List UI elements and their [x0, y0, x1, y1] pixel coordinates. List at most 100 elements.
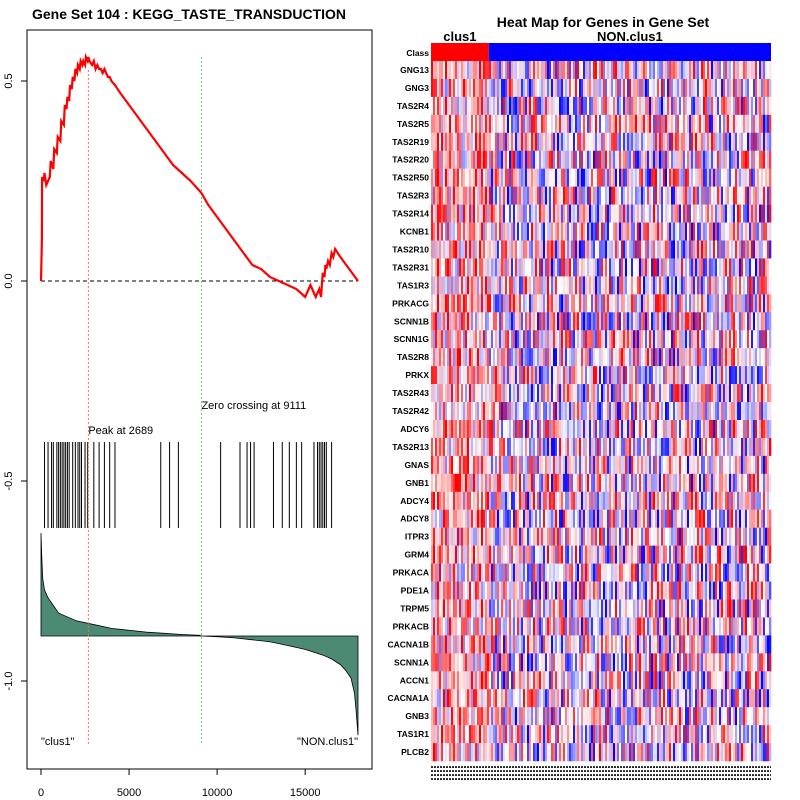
heatmap-cell	[675, 240, 678, 259]
heatmap-cell	[565, 312, 568, 331]
heatmap-cell	[459, 61, 462, 80]
heatmap-cell	[465, 312, 468, 331]
heatmap-cell	[451, 545, 454, 564]
heatmap-cell	[647, 258, 650, 277]
heatmap-cell	[455, 402, 458, 421]
heatmap-cell	[733, 240, 736, 259]
heatmap-cell	[575, 294, 578, 313]
heatmap-cell	[609, 186, 612, 205]
heatmap-cell	[517, 402, 520, 421]
heatmap-cell	[465, 61, 468, 80]
heatmap-cell	[637, 348, 640, 367]
heatmap-cell	[641, 294, 644, 313]
heatmap-cell	[529, 61, 532, 80]
heatmap-cell	[551, 330, 554, 349]
heatmap-cell	[603, 168, 606, 187]
heatmap-cell	[687, 509, 690, 528]
heatmap-cell	[511, 402, 514, 421]
heatmap-cell	[595, 276, 598, 295]
heatmap-cell	[719, 150, 722, 169]
heatmap-cell	[653, 437, 656, 457]
heatmap-cell	[699, 455, 702, 475]
heatmap-cell	[755, 527, 758, 546]
heatmap-cell	[493, 258, 496, 277]
heatmap-cell	[649, 204, 652, 223]
heatmap-cell	[447, 402, 450, 421]
heatmap-cell	[721, 204, 724, 223]
heatmap-cell	[545, 545, 548, 564]
heatmap-cell	[455, 545, 458, 564]
heatmap-cell	[767, 348, 770, 367]
heatmap-cell	[577, 455, 580, 475]
heatmap-cell	[633, 312, 636, 331]
heatmap-cell	[769, 527, 772, 546]
heatmap-cell	[733, 527, 736, 546]
heatmap-cell	[691, 186, 694, 205]
heatmap-cell	[455, 168, 458, 187]
heatmap-cell	[759, 455, 762, 475]
heatmap-cell	[433, 222, 436, 241]
heatmap-cell	[497, 168, 500, 187]
heatmap-cell	[431, 132, 434, 151]
heatmap-cell	[445, 563, 448, 582]
heatmap-cell	[611, 78, 614, 98]
heatmap-cell	[679, 132, 682, 151]
heatmap-cell	[735, 330, 738, 349]
heatmap-cell	[709, 384, 712, 403]
heatmap-cell	[727, 384, 730, 403]
heatmap-cell	[493, 348, 496, 367]
heatmap-cell	[461, 402, 464, 421]
heatmap-cell	[755, 312, 758, 331]
heatmap-cell	[665, 402, 668, 421]
heatmap-cell	[519, 96, 522, 116]
heatmap-cell	[647, 473, 650, 492]
heatmap-cell	[629, 240, 632, 259]
heatmap-cell	[543, 61, 546, 80]
heatmap-cell	[597, 527, 600, 546]
heatmap-cell	[701, 96, 704, 116]
heatmap-cell	[691, 330, 694, 349]
heatmap-cell	[691, 473, 694, 492]
heatmap-cell	[627, 312, 630, 331]
heatmap-cell	[501, 132, 504, 151]
heatmap-cell	[643, 437, 646, 457]
heatmap-cell	[747, 96, 750, 116]
heatmap-cell	[585, 294, 588, 313]
heatmap-cell	[595, 455, 598, 475]
heatmap-cell	[723, 96, 726, 116]
heatmap-cell	[593, 240, 596, 259]
heatmap-cell	[573, 276, 576, 295]
heatmap-cell	[751, 168, 754, 187]
heatmap-cell	[609, 61, 612, 80]
heatmap-cell	[673, 222, 676, 241]
heatmap-cell	[523, 545, 526, 564]
heatmap-cell	[625, 330, 628, 349]
heatmap-cell	[633, 437, 636, 457]
heatmap-cell	[597, 258, 600, 277]
heatmap-cell	[525, 366, 528, 385]
heatmap-cell	[751, 78, 754, 98]
heatmap-cell	[581, 114, 584, 133]
heatmap-cell	[661, 78, 664, 98]
heatmap-cell	[751, 312, 754, 331]
heatmap-cell	[719, 491, 722, 510]
heatmap-cell	[449, 96, 452, 116]
heatmap-cell	[615, 78, 618, 98]
heatmap-cell	[595, 402, 598, 421]
heatmap-cell	[671, 437, 674, 457]
heatmap-cell	[475, 78, 478, 98]
heatmap-cell	[711, 294, 714, 313]
heatmap-cell	[701, 330, 704, 349]
heatmap-cell	[569, 527, 572, 546]
heatmap-cell	[681, 473, 684, 492]
heatmap-cell	[511, 150, 514, 169]
heatmap-cell	[705, 150, 708, 169]
heatmap-cell	[633, 563, 636, 582]
heatmap-cell	[453, 222, 456, 241]
heatmap-cell	[465, 402, 468, 421]
heatmap-cell	[755, 204, 758, 223]
heatmap-cell	[535, 150, 538, 169]
heatmap-cell	[443, 186, 446, 205]
heatmap-cell	[685, 132, 688, 151]
heatmap-cell	[451, 114, 454, 133]
